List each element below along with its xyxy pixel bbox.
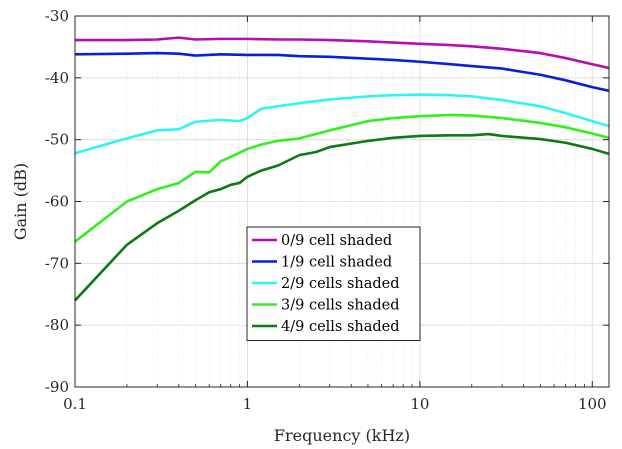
legend-label: 1/9 cell shaded xyxy=(281,255,392,271)
x-tick-label: 10 xyxy=(410,395,429,413)
series-line xyxy=(74,113,610,243)
series-line xyxy=(75,36,610,70)
series-lines xyxy=(74,36,610,302)
legend: 0/9 cell shaded 1/9 cell shaded 2/9 cells … xyxy=(246,226,421,341)
series-line xyxy=(74,132,610,302)
y-axis-ticks: -90 -80 -70 -60 -50 -40 -30 xyxy=(45,7,609,396)
x-tick-label: 100 xyxy=(578,395,607,413)
x-tick-label: 0.1 xyxy=(63,395,87,413)
y-tick-label: -90 xyxy=(45,378,69,396)
y-tick-label: -60 xyxy=(45,193,69,211)
y-tick-label: -80 xyxy=(45,316,69,334)
x-axis-label: Frequency (kHz) xyxy=(274,426,410,445)
y-tick-label: -70 xyxy=(45,254,69,272)
series-line xyxy=(74,93,610,155)
legend-label: 4/9 cells shaded xyxy=(281,319,400,335)
y-tick-label: -40 xyxy=(45,69,69,87)
series-line xyxy=(74,51,610,93)
legend-label: 0/9 cell shaded xyxy=(281,233,392,249)
legend-label: 3/9 cells shaded xyxy=(281,298,400,314)
y-axis-label: Gain (dB) xyxy=(11,163,30,240)
y-tick-label: -50 xyxy=(45,131,69,149)
x-axis-ticks: 0.1 1 10 100 xyxy=(63,16,607,413)
legend-label: 2/9 cells shaded xyxy=(281,276,400,292)
x-tick-label: 1 xyxy=(243,395,253,413)
y-tick-label: -30 xyxy=(45,7,69,25)
grid xyxy=(74,15,609,388)
